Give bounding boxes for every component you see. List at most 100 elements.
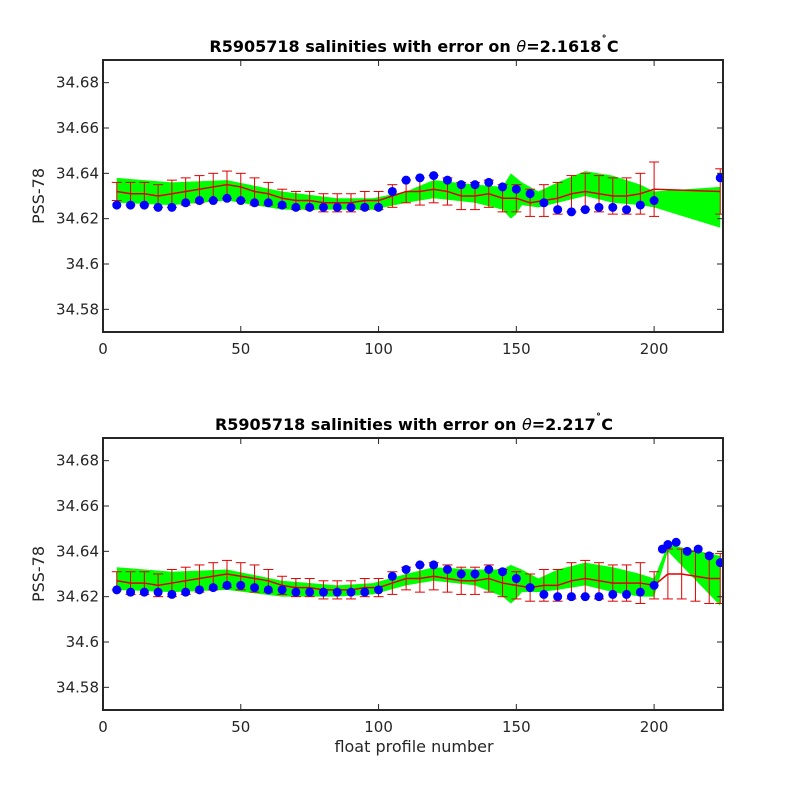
data-point bbox=[415, 173, 425, 183]
salinity-line bbox=[116, 183, 721, 204]
data-point bbox=[693, 544, 703, 554]
data-point bbox=[594, 592, 604, 602]
x-tick-label: 0 bbox=[98, 340, 108, 358]
data-point bbox=[250, 198, 260, 208]
data-point bbox=[222, 193, 232, 203]
data-point bbox=[663, 540, 673, 550]
data-point bbox=[511, 574, 521, 584]
data-point bbox=[332, 202, 342, 212]
y-tick-label: 34.62 bbox=[56, 588, 99, 606]
data-point bbox=[250, 583, 260, 593]
data-point bbox=[194, 585, 204, 595]
data-point bbox=[263, 198, 273, 208]
data-point bbox=[456, 569, 466, 579]
data-point bbox=[112, 585, 122, 595]
bottom-panel: R5905718 salinities with error on θ=2.21… bbox=[29, 412, 724, 756]
data-point bbox=[318, 587, 328, 597]
data-point bbox=[429, 171, 439, 181]
data-point bbox=[387, 571, 397, 581]
data-point bbox=[181, 198, 191, 208]
bottom-panel-plot-area: 0 50 100 150 200 34.58 34.6 34.62 34.64 34.66 34.6… bbox=[56, 437, 724, 736]
data-point bbox=[470, 180, 480, 190]
data-point bbox=[525, 583, 535, 593]
data-point bbox=[415, 560, 425, 570]
data-point bbox=[360, 202, 370, 212]
data-point bbox=[360, 587, 370, 597]
data-point bbox=[153, 587, 163, 597]
data-point bbox=[387, 186, 397, 196]
data-point bbox=[346, 587, 356, 597]
y-tick-label: 34.58 bbox=[56, 300, 99, 318]
x-tick-label: 200 bbox=[640, 718, 669, 736]
y-tick-label: 34.64 bbox=[56, 542, 99, 560]
data-point bbox=[208, 583, 218, 593]
data-point bbox=[649, 196, 659, 206]
top-panel-title: R5905718 salinities with error on θ=2.16… bbox=[209, 34, 618, 56]
x-tick-label: 100 bbox=[364, 718, 393, 736]
data-point bbox=[635, 200, 645, 210]
data-point bbox=[112, 200, 122, 210]
data-point bbox=[194, 196, 204, 206]
top-panel-y-axis-label: PSS-78 bbox=[29, 168, 48, 224]
data-point bbox=[622, 205, 632, 215]
x-tick-label: 0 bbox=[98, 718, 108, 736]
data-point bbox=[608, 589, 618, 599]
data-point bbox=[484, 177, 494, 187]
salinity-line bbox=[116, 573, 721, 591]
data-point bbox=[715, 558, 723, 568]
data-point bbox=[263, 585, 273, 595]
y-tick-label: 34.68 bbox=[56, 74, 99, 92]
x-tick-label: 150 bbox=[502, 340, 531, 358]
y-tick-label: 34.66 bbox=[56, 497, 99, 515]
data-point bbox=[442, 564, 452, 574]
data-point bbox=[553, 205, 563, 215]
y-tick-label: 34.58 bbox=[56, 678, 99, 696]
x-tick-label: 100 bbox=[364, 340, 393, 358]
data-point bbox=[608, 202, 618, 212]
data-point bbox=[498, 567, 508, 577]
data-point bbox=[498, 182, 508, 192]
y-tick-label: 34.6 bbox=[66, 633, 99, 651]
data-point bbox=[553, 592, 563, 602]
data-point bbox=[671, 537, 681, 547]
data-point bbox=[456, 180, 466, 190]
data-point bbox=[126, 587, 136, 597]
data-point bbox=[208, 196, 218, 206]
y-tick-label: 34.66 bbox=[56, 119, 99, 137]
data-point bbox=[236, 196, 246, 206]
bottom-panel-x-axis-label: float profile number bbox=[334, 737, 494, 756]
data-point bbox=[318, 202, 328, 212]
data-point bbox=[622, 589, 632, 599]
data-point bbox=[484, 564, 494, 574]
data-point bbox=[649, 580, 659, 590]
data-point bbox=[470, 569, 480, 579]
data-point bbox=[539, 589, 549, 599]
data-point bbox=[566, 207, 576, 217]
data-point bbox=[139, 200, 149, 210]
data-point bbox=[277, 585, 287, 595]
data-point bbox=[374, 585, 384, 595]
data-point bbox=[167, 589, 177, 599]
data-point bbox=[291, 202, 301, 212]
data-point bbox=[401, 564, 411, 574]
data-point bbox=[580, 592, 590, 602]
data-point bbox=[305, 202, 315, 212]
y-tick-label: 34.68 bbox=[56, 452, 99, 470]
salinity-band bbox=[116, 171, 721, 228]
data-point bbox=[139, 587, 149, 597]
y-tick-label: 34.64 bbox=[56, 164, 99, 182]
bottom-panel-y-axis-label: PSS-78 bbox=[29, 546, 48, 602]
x-tick-label: 50 bbox=[231, 340, 250, 358]
bottom-panel-title: R5905718 salinities with error on θ=2.21… bbox=[215, 412, 613, 434]
x-tick-label: 50 bbox=[231, 718, 250, 736]
axes-box bbox=[102, 59, 724, 333]
data-point bbox=[332, 587, 342, 597]
data-point bbox=[635, 587, 645, 597]
data-point bbox=[539, 198, 549, 208]
data-point bbox=[511, 184, 521, 194]
top-panel: R5905718 salinities with error on θ=2.16… bbox=[29, 34, 724, 358]
data-point bbox=[704, 551, 714, 561]
data-point bbox=[715, 173, 723, 183]
y-tick-label: 34.62 bbox=[56, 210, 99, 228]
